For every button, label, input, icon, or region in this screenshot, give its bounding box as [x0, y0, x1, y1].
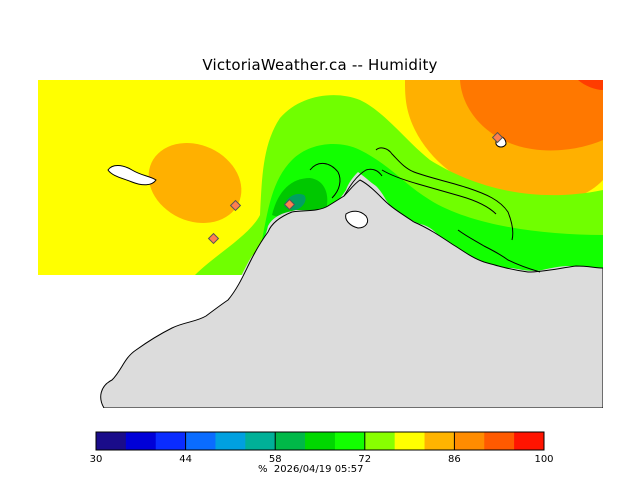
- colorbar-tick-label: 30: [90, 454, 103, 465]
- colorbar-swatch: [484, 432, 515, 450]
- station-marker: [491, 131, 504, 144]
- colorbar-tick-label: 72: [358, 454, 371, 465]
- map-title: VictoriaWeather.ca -- Humidity: [202, 56, 438, 74]
- colorbar-swatch: [334, 432, 366, 450]
- colorbar-swatch: [155, 432, 187, 450]
- colorbar-swatches: [95, 431, 545, 451]
- colorbar-swatch: [394, 432, 426, 450]
- coastline-gulf-islands: [381, 169, 497, 215]
- humidity-band-95-100: [578, 80, 603, 90]
- colorbar-swatch: [125, 432, 157, 450]
- colorbar-swatch: [364, 432, 396, 450]
- coastline-islands-east: [457, 229, 541, 273]
- colorbar-swatch: [424, 432, 455, 450]
- land-mainland: [100, 179, 603, 408]
- colorbar-swatch: [245, 432, 276, 450]
- coastline-bay: [345, 210, 369, 229]
- legend-unit: %: [258, 464, 268, 475]
- colorbar-tick-label: 58: [269, 454, 282, 465]
- colorbar-labels: 30 44 58 72 86 100: [90, 454, 554, 465]
- coastline-inlet: [309, 163, 341, 199]
- humidity-band-85-90-west: [148, 143, 242, 223]
- colorbar-swatch: [215, 432, 246, 450]
- colorbar-swatch: [185, 432, 216, 450]
- coastline-peninsula: [343, 168, 383, 197]
- colorbar-swatch: [454, 432, 485, 450]
- colorbar-tick-label: 100: [534, 454, 553, 465]
- colorbar-ticks: [95, 432, 545, 450]
- colorbar-swatch: [305, 432, 336, 450]
- legend-timestamp: 2026/04/19 05:57: [273, 464, 364, 475]
- station-marker: [229, 199, 242, 212]
- colorbar-tick-label: 86: [448, 454, 461, 465]
- colorbar-swatch: [275, 432, 306, 450]
- coastline-saanich: [375, 147, 514, 241]
- colorbar-tick-label: 44: [179, 454, 192, 465]
- station-marker: [283, 198, 296, 211]
- legend-footer: % 2026/04/19 05:57: [258, 464, 364, 475]
- humidity-map: [38, 80, 603, 408]
- colorbar-swatch: [96, 432, 127, 450]
- colorbar-swatch: [514, 432, 545, 450]
- island-west: [107, 165, 157, 186]
- humidity-band-90-95: [460, 80, 603, 151]
- station-marker: [207, 232, 220, 245]
